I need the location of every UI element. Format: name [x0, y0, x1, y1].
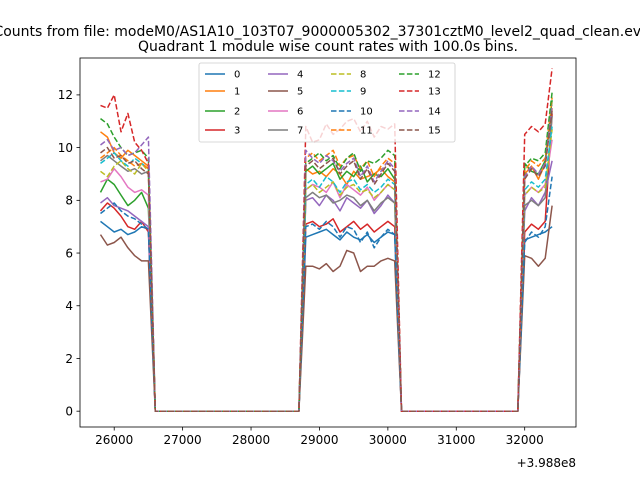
x-tick-label: 32000 — [506, 433, 544, 447]
series-line-1 — [100, 108, 553, 412]
series-line-2 — [99, 100, 553, 412]
x-tick-label: 26000 — [95, 433, 133, 447]
y-tick-label: 8 — [65, 194, 73, 208]
y-tick-label: 10 — [58, 141, 73, 155]
legend-label-11: 11 — [360, 126, 373, 137]
y-tick-label: 0 — [65, 404, 73, 418]
legend-label-13: 13 — [428, 87, 441, 98]
series-line-6 — [100, 139, 553, 412]
series-line-12 — [100, 92, 553, 412]
legend-label-5: 5 — [297, 87, 303, 98]
y-axis: 0 2 4 6 8 10 12 — [58, 88, 80, 418]
legend-label-14: 14 — [428, 107, 441, 118]
y-tick-label: 12 — [58, 88, 73, 102]
legend-label-2: 2 — [234, 107, 240, 118]
legend-label-9: 9 — [360, 87, 366, 98]
x-axis: 26000 27000 28000 29000 30000 31000 32000 — [95, 427, 544, 447]
chart-title: Quadrant 1 module wise count rates with … — [138, 39, 518, 55]
x-tick-label: 31000 — [437, 433, 475, 447]
series-line-3 — [99, 113, 553, 412]
figure-suptitle: Counts from file: modeM0/AS1A10_103T07_9… — [0, 24, 640, 40]
series-line-0 — [100, 220, 553, 412]
legend-label-10: 10 — [360, 107, 373, 118]
x-tick-label: 27000 — [164, 433, 202, 447]
legend-label-7: 7 — [297, 126, 303, 137]
series-line-14 — [100, 105, 553, 412]
series-line-5 — [99, 205, 553, 412]
legend-label-6: 6 — [297, 107, 303, 118]
plot-frame — [79, 57, 577, 428]
x-tick-label: 29000 — [300, 433, 338, 447]
series-line-11 — [100, 97, 553, 412]
series-line-10 — [100, 176, 553, 412]
plot-area: 26000 27000 28000 29000 30000 31000 32000 0 2 4 6… — [58, 57, 577, 470]
legend-label-3: 3 — [234, 126, 240, 137]
legend-label-12: 12 — [428, 70, 441, 81]
y-tick-label: 4 — [65, 299, 73, 313]
y-tick-label: 6 — [65, 246, 73, 260]
legend-label-15: 15 — [428, 126, 441, 137]
legend-frame — [198, 62, 456, 143]
x-offset-label: +3.988e8 — [517, 456, 576, 470]
legend-label-4: 4 — [297, 70, 303, 81]
legend-label-1: 1 — [234, 87, 240, 98]
x-tick-label: 30000 — [369, 433, 407, 447]
series-line-8 — [100, 129, 553, 412]
legend-label-0: 0 — [234, 70, 240, 81]
y-tick-label: 2 — [65, 352, 73, 366]
series-line-4 — [100, 160, 553, 412]
series-line-15 — [100, 110, 553, 412]
x-tick-label: 28000 — [232, 433, 270, 447]
legend-label-8: 8 — [360, 70, 366, 81]
series-layer — [99, 68, 553, 412]
